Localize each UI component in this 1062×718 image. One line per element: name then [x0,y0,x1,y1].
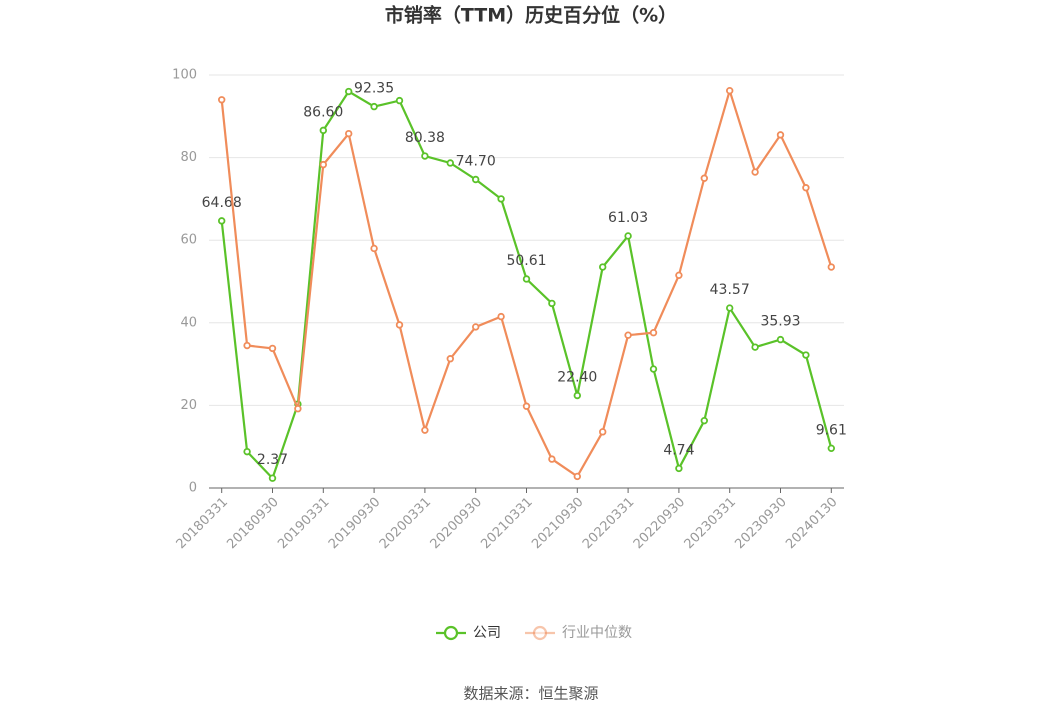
data-label: 43.57 [710,282,750,298]
point [319,126,327,135]
point [472,175,480,184]
point [497,195,505,203]
y-tick-label: 100 [172,68,197,83]
data-label: 64.68 [202,195,242,211]
point [599,428,607,436]
data-label: 2.37 [257,452,288,468]
point [217,217,226,225]
point [802,351,810,359]
point [446,355,454,363]
point [472,323,480,331]
y-tick-label: 80 [180,150,197,165]
point [726,304,734,312]
y-tick-label: 60 [180,233,197,248]
legend-label[interactable]: 公司 [473,625,501,641]
point [294,405,302,413]
data-label: 92.35 [354,81,394,97]
point [649,365,658,373]
point [497,312,505,321]
data-label: 9.61 [816,422,847,438]
chart-title: 市销率（TTM）历史百分位（%） [385,4,677,27]
point [726,86,734,95]
legend-label[interactable]: 行业中位数 [562,625,632,641]
data-label: 61.03 [608,210,648,226]
point [624,331,632,339]
point [243,447,251,456]
point [751,168,759,176]
point [370,244,378,253]
point [751,343,759,351]
y-tick-label: 20 [180,398,197,413]
point [345,129,353,138]
x-tick-label: 20240130 [783,495,840,552]
point [599,263,607,271]
point [446,159,454,167]
point [675,464,683,473]
x-tick-label: 20210331 [478,495,535,552]
point [217,96,226,104]
data-label: 4.74 [663,442,694,458]
point [548,455,556,463]
data-label: 35.93 [760,314,800,330]
source: 数据来源：恒生聚源 [463,685,598,703]
point [700,174,708,182]
x-tick-label: 20230331 [682,495,739,552]
point [395,96,404,105]
x-tick-label: 20200331 [377,495,434,552]
y-tick-label: 0 [189,481,197,496]
point [370,102,378,111]
point [522,402,531,410]
point [395,321,404,329]
point [700,416,708,425]
point [319,160,327,169]
point [802,184,810,192]
data-label: 22.40 [557,369,597,385]
data-label: 80.38 [405,130,445,146]
x-tick-label: 20210930 [529,495,586,552]
point [268,344,277,353]
data-label: 50.61 [506,253,546,269]
x-tick-label: 20200930 [428,495,485,552]
point [827,263,835,271]
point [522,275,531,283]
point [827,444,835,453]
legend-marker[interactable] [443,625,459,641]
legend-marker[interactable] [532,625,548,641]
point [268,474,277,482]
data-label: 86.60 [303,104,343,120]
point [548,299,556,308]
point [624,232,632,240]
point [243,341,251,350]
x-tick-label: 20190930 [326,495,383,552]
point [573,391,581,400]
point [421,152,429,160]
point [649,329,658,337]
x-tick-label: 20190331 [275,495,332,552]
x-tick-label: 20220331 [580,495,637,552]
x-tick-label: 20220930 [631,495,688,552]
y-tick-label: 40 [180,315,197,330]
point [573,472,581,481]
x-tick-label: 20230930 [732,495,789,552]
point [421,426,429,434]
point [345,87,353,96]
x-tick-label: 20180331 [174,495,231,552]
x-tick-label: 20180930 [224,495,281,552]
point [675,271,683,280]
point [776,131,785,139]
point [776,335,785,344]
data-label: 74.70 [456,153,496,169]
